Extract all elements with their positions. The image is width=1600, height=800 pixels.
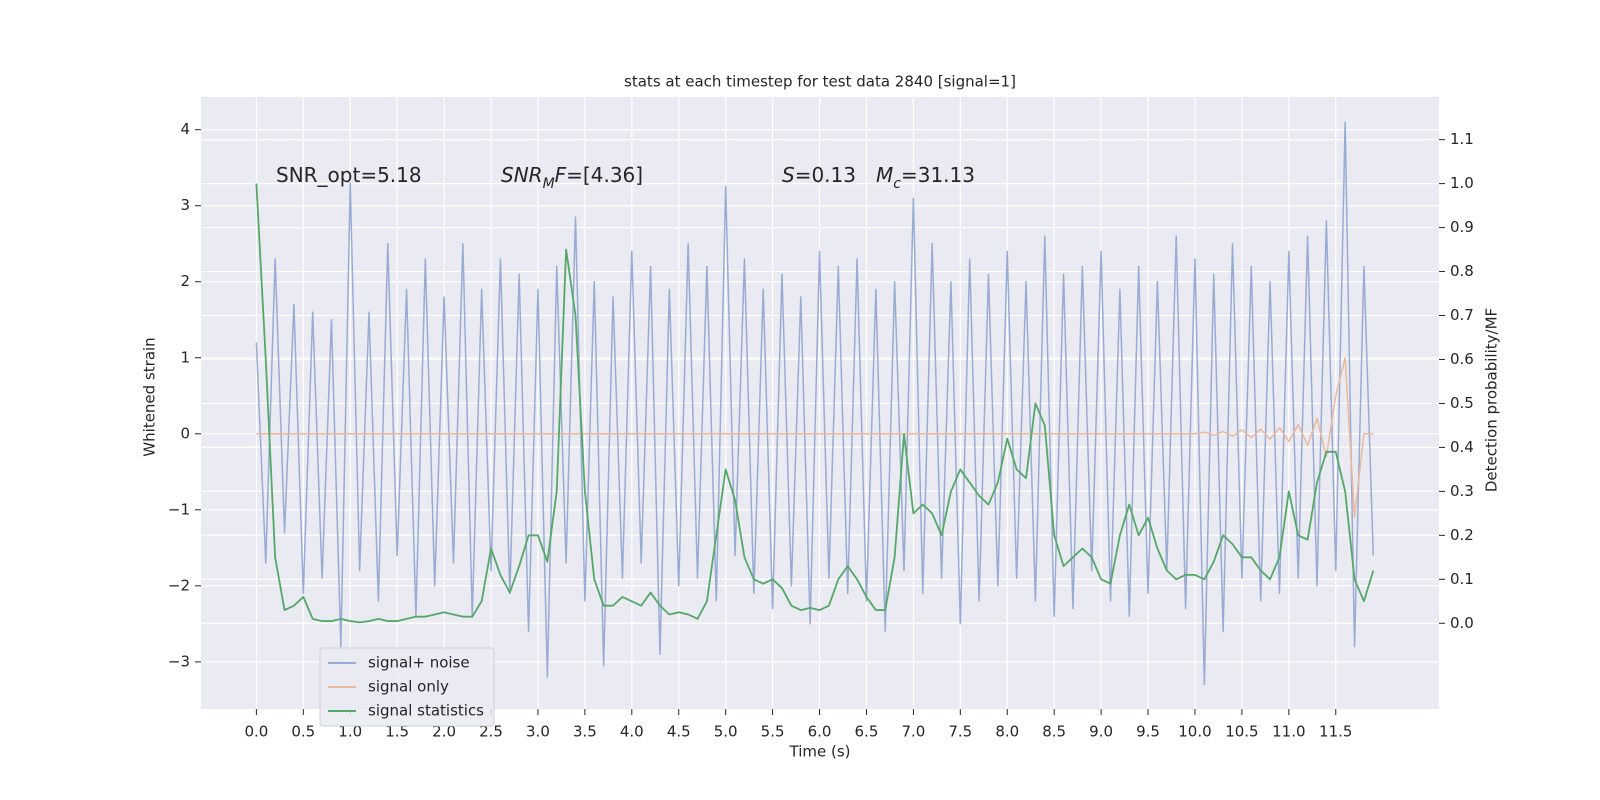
y2-tick-label: 1.1 — [1450, 130, 1474, 148]
y2-tick-label: 1.0 — [1450, 174, 1474, 192]
annotation-part: SNR — [501, 163, 543, 187]
y2-tick-label: 0.4 — [1450, 438, 1474, 456]
x-tick-label: 3.0 — [526, 723, 550, 741]
annotation-part: SNR_opt=5.18 — [276, 163, 422, 187]
annotation: SNRMF=[4.36] — [501, 163, 643, 193]
x-tick-label: 7.5 — [948, 723, 972, 741]
x-tick-label: 6.5 — [855, 723, 879, 741]
x-tick-label: 9.0 — [1089, 723, 1113, 741]
x-tick-label: 11.0 — [1272, 723, 1305, 741]
y2-tick-label: 0.0 — [1450, 614, 1474, 632]
annotation: SNR_opt=5.18 — [276, 163, 422, 187]
y2-tick-label: 0.2 — [1450, 526, 1474, 544]
y-tick-label: 0 — [180, 424, 190, 442]
y-tick-label: 1 — [180, 348, 190, 366]
legend-label: signal+ noise — [368, 654, 470, 672]
x-tick-label: 4.0 — [620, 723, 644, 741]
series-line — [256, 357, 1374, 519]
annotation-part: =31.13 — [901, 163, 975, 187]
x-tick-label: 9.5 — [1136, 723, 1160, 741]
x-tick-label: 2.5 — [479, 723, 503, 741]
legend-label: signal statistics — [368, 702, 484, 720]
y-tick-label: 3 — [180, 196, 190, 214]
annotation-part: S — [782, 163, 795, 187]
y-tick-label: 4 — [180, 120, 190, 138]
x-tick-label: 3.5 — [573, 723, 597, 741]
y2-axis-label: Detection probability/MF — [1483, 308, 1501, 492]
annotation-part: c — [893, 176, 901, 192]
x-tick-label: 2.0 — [432, 723, 456, 741]
x-tick-label: 4.5 — [667, 723, 691, 741]
y-tick-label: 2 — [180, 272, 190, 290]
y-axis-label: Whitened strain — [141, 337, 159, 456]
y2-tick-label: 0.5 — [1450, 394, 1474, 412]
annotation-part: M — [543, 176, 555, 192]
x-tick-label: 5.0 — [714, 723, 738, 741]
legend-box — [319, 647, 495, 727]
x-tick-label: 7.0 — [901, 723, 925, 741]
annotation-part: =[4.36] — [566, 163, 643, 187]
y-tick-label: −3 — [168, 652, 190, 670]
x-tick-label: 11.5 — [1319, 723, 1352, 741]
y-tick-label: −1 — [168, 500, 190, 518]
y2-tick-label: 0.3 — [1450, 482, 1474, 500]
x-tick-label: 10.5 — [1225, 723, 1258, 741]
series-line — [255, 121, 1375, 686]
y2-tick-label: 0.7 — [1450, 306, 1474, 324]
annotation-part: F — [555, 163, 567, 187]
y2-tick-label: 0.9 — [1450, 218, 1474, 236]
x-tick-label: 0.0 — [244, 723, 268, 741]
x-tick-label: 6.0 — [808, 723, 832, 741]
x-tick-label: 1.0 — [338, 723, 362, 741]
annotation: S=0.13 — [782, 163, 856, 187]
x-axis-label: Time (s) — [789, 743, 851, 761]
legend-label: signal only — [368, 678, 449, 696]
series-line — [255, 183, 1375, 624]
x-tick-label: 5.5 — [761, 723, 785, 741]
x-tick-label: 10.0 — [1178, 723, 1211, 741]
y2-tick-label: 0.6 — [1450, 350, 1474, 368]
y2-tick-label: 0.1 — [1450, 570, 1474, 588]
x-tick-label: 0.5 — [291, 723, 315, 741]
y-tick-label: −2 — [168, 576, 190, 594]
x-tick-label: 1.5 — [385, 723, 409, 741]
chart-title: stats at each timestep for test data 284… — [624, 73, 1016, 91]
annotation: Mc=31.13 — [876, 163, 975, 193]
annotation-part: =0.13 — [795, 163, 856, 187]
y2-tick-label: 0.8 — [1450, 262, 1474, 280]
x-tick-label: 8.5 — [1042, 723, 1066, 741]
x-tick-label: 8.0 — [995, 723, 1019, 741]
annotation-part: M — [876, 163, 893, 187]
